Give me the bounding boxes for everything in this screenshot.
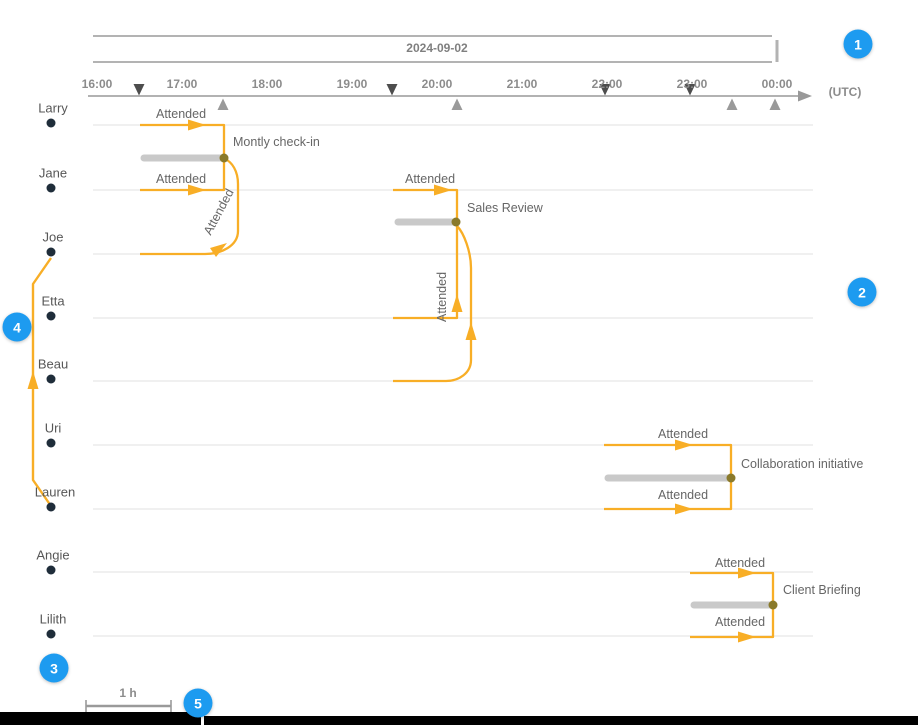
arrowhead-right-icon xyxy=(188,184,206,196)
annotation-badge-3: 3 xyxy=(39,653,69,683)
person-node-beau[interactable] xyxy=(46,374,56,384)
person-node-etta[interactable] xyxy=(46,311,56,321)
attendance-edge-beau[interactable] xyxy=(393,225,473,383)
start-marker-icon xyxy=(684,84,696,96)
axis-tick-label: 18:00 xyxy=(251,77,283,91)
event-title: Montly check-in xyxy=(233,134,320,149)
attendance-edge-larry[interactable] xyxy=(140,123,226,158)
attended-label: Attended xyxy=(657,426,709,441)
event-collaboration-initiative xyxy=(604,439,736,515)
scale-bar xyxy=(85,700,172,712)
axis-tick-label: 22:00 xyxy=(591,77,623,91)
arrowhead-right-icon xyxy=(675,439,693,451)
arrowhead-right-icon xyxy=(738,631,756,643)
end-marker-icon xyxy=(451,98,463,110)
axis-tick-label: 17:00 xyxy=(166,77,198,91)
person-node-lilith[interactable] xyxy=(46,629,56,639)
person-node-uri[interactable] xyxy=(46,438,56,448)
person-node-angie[interactable] xyxy=(46,565,56,575)
event-monthly-check-in xyxy=(140,119,240,257)
bottom-bar-left xyxy=(0,712,201,725)
person-node-lauren[interactable] xyxy=(46,502,56,512)
attendance-edge-lilith[interactable] xyxy=(690,605,775,639)
annotation-badge-4: 4 xyxy=(2,312,32,342)
attendance-edge-uri[interactable] xyxy=(604,443,733,478)
attendance-edge-jane[interactable] xyxy=(393,188,459,222)
date-band-label: 2024-09-02 xyxy=(406,41,468,55)
attended-label: Attended xyxy=(714,614,766,629)
event-node[interactable] xyxy=(451,217,461,227)
annotation-badge-2: 2 xyxy=(847,277,877,307)
event-client-briefing xyxy=(690,567,778,643)
attended-label: Attended xyxy=(155,106,207,121)
attendance-edge-etta[interactable] xyxy=(393,225,459,320)
start-marker-icon xyxy=(599,84,611,96)
person-label-etta: Etta xyxy=(41,293,65,309)
axis-tick-label: 00:00 xyxy=(761,77,793,91)
person-nodes xyxy=(46,118,56,639)
axis-tick-label: 16:00 xyxy=(81,77,113,91)
axis-tick-label: 23:00 xyxy=(676,77,708,91)
person-label-jane: Jane xyxy=(38,165,68,181)
event-sales-review xyxy=(393,184,477,383)
attended-label: Attended xyxy=(155,171,207,186)
person-node-larry[interactable] xyxy=(46,118,56,128)
start-marker-icon xyxy=(133,84,145,96)
arrowhead-right-icon xyxy=(738,567,756,579)
axis-timezone-label: (UTC) xyxy=(828,85,862,99)
arrowhead-right-icon xyxy=(434,184,452,196)
end-marker-icon xyxy=(769,98,781,110)
annotation-badge-1: 1 xyxy=(843,29,873,59)
axis-tick-label: 20:00 xyxy=(421,77,453,91)
arrowhead-right-icon xyxy=(675,503,693,515)
attended-label: Attended xyxy=(714,555,766,570)
attended-label: Attended xyxy=(434,271,449,323)
person-label-lauren: Lauren xyxy=(34,484,76,500)
arrowhead-up-icon xyxy=(451,294,463,312)
axis-tick-label: 19:00 xyxy=(336,77,368,91)
scale-bar-label: 1 h xyxy=(119,686,137,700)
event-node[interactable] xyxy=(768,600,778,610)
person-label-angie: Angie xyxy=(36,547,70,563)
person-label-uri: Uri xyxy=(44,420,62,436)
end-marker-icon xyxy=(726,98,738,110)
date-band xyxy=(93,35,779,63)
arrowhead-up-icon xyxy=(465,322,477,340)
axis-tick-label: 21:00 xyxy=(506,77,538,91)
arrowhead-diagonal-icon xyxy=(210,243,227,257)
start-marker-icon xyxy=(386,84,398,96)
attendance-edge-lauren[interactable] xyxy=(604,478,733,511)
annotation-badge-5: 5 xyxy=(183,688,213,718)
attendance-edge-angie[interactable] xyxy=(690,571,775,605)
attended-label: Attended xyxy=(404,171,456,186)
event-title: Sales Review xyxy=(467,200,543,215)
event-title: Collaboration initiative xyxy=(741,456,864,471)
time-axis xyxy=(88,84,812,110)
event-title: Client Briefing xyxy=(783,582,861,597)
person-node-joe[interactable] xyxy=(46,247,56,257)
arrowhead-right-icon xyxy=(188,119,206,131)
person-label-larry: Larry xyxy=(38,100,68,116)
end-marker-icon xyxy=(217,98,229,110)
event-node[interactable] xyxy=(726,473,736,483)
arrowhead-up-icon xyxy=(27,371,39,389)
bottom-bar-right xyxy=(204,716,918,725)
relationship-edge-lauren-joe[interactable] xyxy=(27,257,52,507)
axis-arrow-icon xyxy=(798,90,812,102)
bottom-edge-bar xyxy=(0,712,918,725)
person-label-beau: Beau xyxy=(37,356,69,372)
person-label-lilith: Lilith xyxy=(39,611,67,627)
event-node[interactable] xyxy=(219,153,229,163)
attended-label: Attended xyxy=(657,487,709,502)
person-label-joe: Joe xyxy=(42,229,64,245)
attendance-edge-jane[interactable] xyxy=(140,158,226,192)
person-node-jane[interactable] xyxy=(46,183,56,193)
